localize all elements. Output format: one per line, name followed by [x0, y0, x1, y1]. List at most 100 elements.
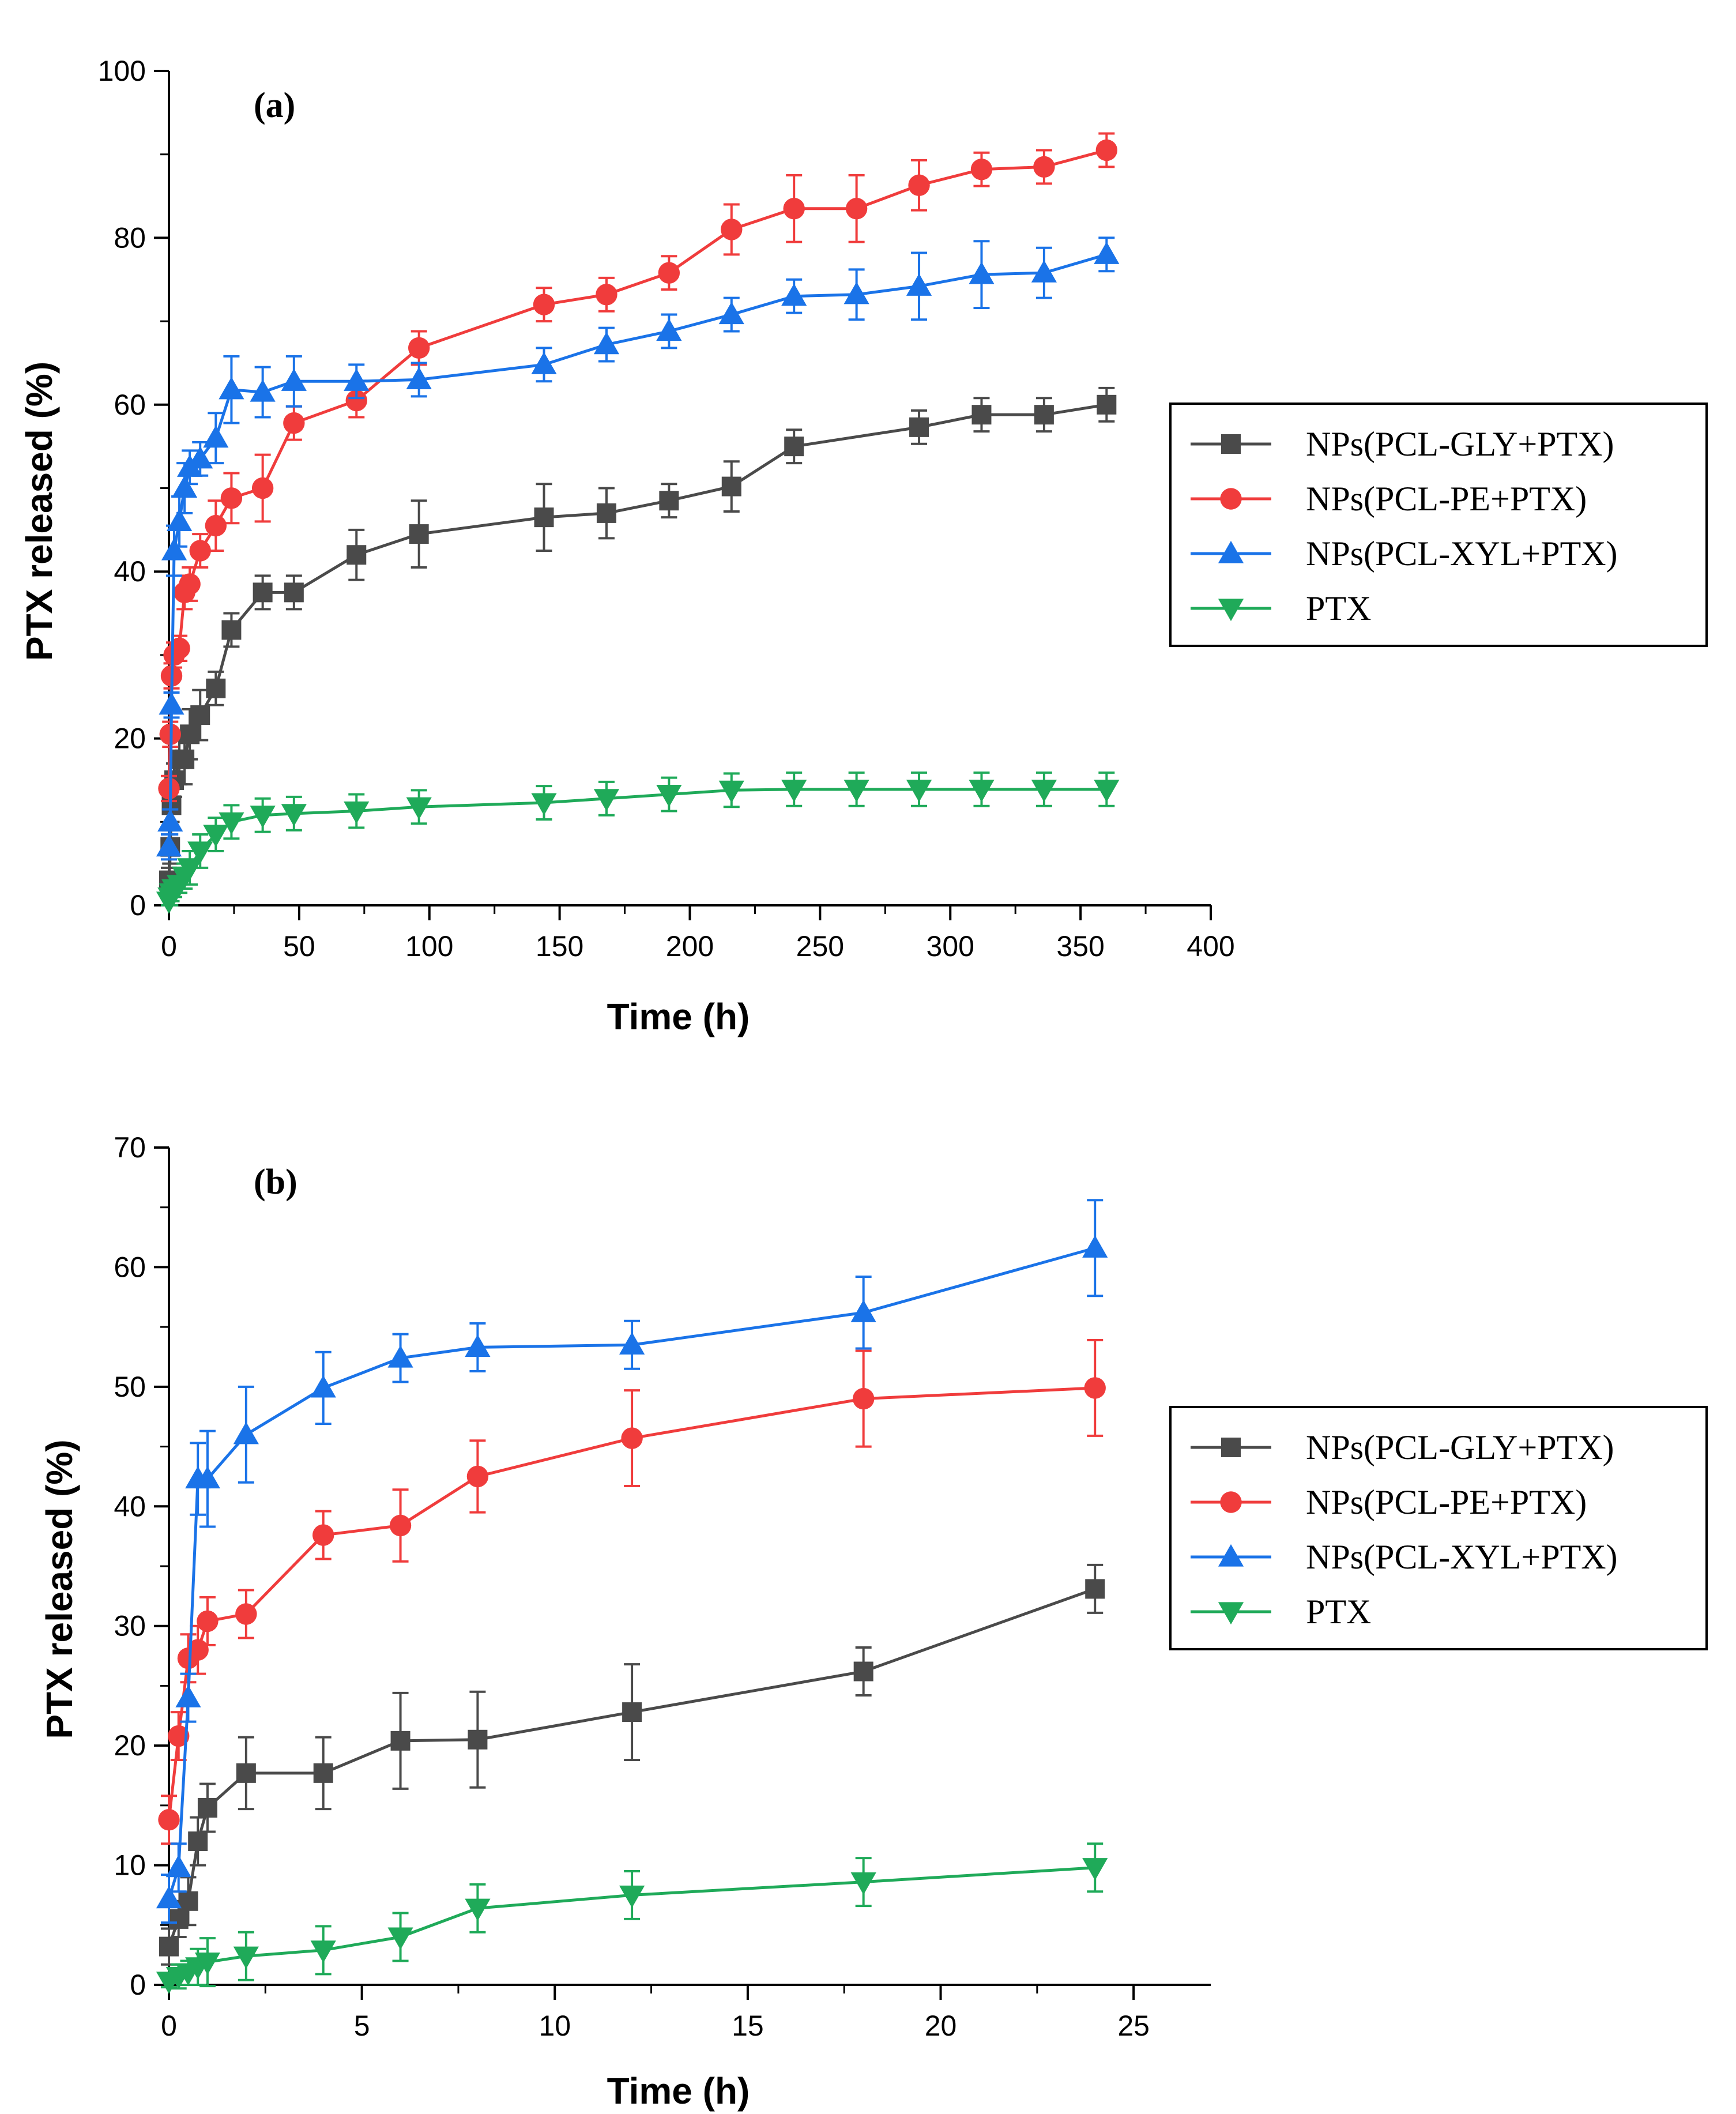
panel-a-series-nps-pcl-xyl-ptx-point	[656, 318, 682, 341]
panel-a-series-nps-pcl-xyl-ptx-point	[906, 273, 932, 296]
panel-b-legend-item-ptx-label: PTX	[1306, 1593, 1371, 1631]
panel-a-series-nps-pcl-gly-ptx-point	[190, 705, 210, 725]
panel-a-series-nps-pcl-xyl-ptx-point	[161, 537, 187, 561]
panel-a-legend-item-nps-pcl-gly-ptx-label: NPs(PCL-GLY+PTX)	[1306, 425, 1614, 463]
panel-a-series-nps-pcl-xyl-ptx-point	[172, 475, 198, 498]
panel-b-label: (b)	[254, 1163, 298, 1202]
panel-b-series-nps-pcl-xyl-ptx-point	[619, 1332, 645, 1355]
panel-a-series-nps-pcl-xyl-ptx	[156, 236, 1120, 861]
panel-a-series-nps-pcl-gly-ptx-point	[909, 417, 929, 437]
panel-a-series-ptx-point	[1031, 780, 1057, 802]
panel-a-series-nps-pcl-xyl-ptx-point	[781, 283, 807, 306]
panel-a-legend: NPs(PCL-GLY+PTX) NPs(PCL-PE+PTX) NPs(PCL-X…	[1169, 403, 1708, 647]
panel-a-x-tick-label: 250	[796, 930, 844, 962]
panel-a-y-tick-label: 100	[98, 55, 146, 87]
panel-b-series-nps-pcl-gly-ptx	[159, 1563, 1105, 1966]
panel-b-series-nps-pcl-xyl-ptx-point	[465, 1334, 491, 1357]
panel-b-legend-item-nps-pcl-pe-ptx-swatch-marker	[1220, 1491, 1242, 1513]
panel-a-series-ptx-line	[167, 788, 1107, 902]
panel-a-series-nps-pcl-xyl-ptx-point	[718, 302, 744, 325]
panel-a-x-tick-label: 150	[536, 930, 583, 962]
panel-b-series-ptx	[156, 1842, 1108, 1994]
panel-b-series-nps-pcl-gly-ptx-point	[178, 1891, 198, 1911]
panel-a-series-ptx-point	[250, 806, 276, 828]
panel-b-series-nps-pcl-gly-ptx-point	[168, 1909, 189, 1929]
panel-a-series-nps-pcl-pe-ptx-point	[179, 573, 201, 595]
panel-a-series-nps-pcl-gly-ptx	[159, 386, 1117, 894]
panel-b-x-tick-label: 0	[161, 2010, 177, 2042]
panel-a-x-tick-label: 400	[1187, 930, 1234, 962]
panel-a-series-ptx-point	[344, 801, 370, 824]
panel-a-legend-item-nps-pcl-xyl-ptx-swatch-marker	[1218, 540, 1244, 563]
panel-a-series-ptx-point	[219, 812, 244, 835]
panel-a-series-nps-pcl-gly-ptx-point	[221, 620, 242, 640]
panel-a-legend-item-ptx-swatch-marker	[1218, 599, 1244, 622]
panel-a-series-ptx-point	[969, 780, 995, 802]
panel-a-series-ptx-point	[906, 780, 932, 802]
panel-a-legend-item-nps-pcl-gly-ptx-swatch-marker	[1221, 434, 1241, 454]
panel-b-series-nps-pcl-xyl-ptx-point	[165, 1855, 191, 1878]
panel-b-x-tick-label: 20	[925, 2010, 957, 2042]
panel-a-x-tick-label: 50	[283, 930, 315, 962]
panel-a-legend-item-nps-pcl-pe-ptx-label: NPs(PCL-PE+PTX)	[1306, 480, 1587, 518]
panel-b-series-nps-pcl-pe-ptx-point	[168, 1725, 190, 1747]
panel-a-series-ptx-point	[281, 804, 307, 826]
panel-a-series-nps-pcl-pe-ptx-line	[167, 149, 1107, 789]
panel-a-label: (a)	[254, 86, 295, 125]
panel-a-series-nps-pcl-gly-ptx-point	[659, 491, 679, 511]
panel-b-series-nps-pcl-xyl-ptx-line	[167, 1246, 1095, 1899]
panel-b-series-nps-pcl-xyl-ptx-point	[850, 1300, 876, 1322]
panel-b-series-nps-pcl-gly-ptx-point	[313, 1763, 333, 1783]
panel-b-series-nps-pcl-xyl-ptx-point	[310, 1375, 336, 1398]
panel-b-series-nps-pcl-pe-ptx-point	[389, 1514, 412, 1537]
panel-b-series-nps-pcl-pe-ptx-point	[235, 1603, 257, 1625]
panel-a-legend-item-ptx-label: PTX	[1306, 589, 1371, 627]
panel-a-series-nps-pcl-gly-ptx-point	[596, 503, 616, 523]
panel-b-legend-item-nps-pcl-xyl-ptx-label: NPs(PCL-XYL+PTX)	[1306, 1538, 1618, 1576]
panel-a-series-nps-pcl-gly-ptx-point	[175, 749, 195, 769]
panel-a-series-nps-pcl-xyl-ptx-point	[1031, 260, 1057, 283]
panel-b-y-axis-title: PTX released (%)	[39, 1439, 80, 1739]
panel-b-x-tick-label: 25	[1117, 2010, 1150, 2042]
panel-a-x-axis-title: Time (h)	[607, 996, 750, 1037]
panel-a-y-axis-title: PTX released (%)	[18, 362, 60, 661]
panel-a-y-tick-label: 20	[114, 723, 146, 755]
panel-a-series-nps-pcl-gly-ptx-point	[253, 582, 273, 603]
panel-a-x-tick-label: 350	[1056, 930, 1104, 962]
panel-b-series-nps-pcl-gly-ptx-point	[236, 1763, 256, 1783]
panel-a-series-nps-pcl-gly-ptx-point	[180, 724, 200, 744]
panel-b-series-nps-pcl-pe-ptx-point	[197, 1610, 219, 1632]
panel-b-y-tick-label: 0	[130, 1969, 146, 2001]
panel-b-series-nps-pcl-xyl-ptx-point	[156, 1886, 182, 1909]
panel-b-legend-item-nps-pcl-xyl-ptx-swatch-marker	[1218, 1544, 1244, 1567]
panel-a-y-tick-label: 80	[114, 221, 146, 254]
panel-b-series-nps-pcl-gly-ptx-point	[197, 1798, 217, 1818]
panel-a-series-nps-pcl-gly-ptx-point	[1097, 394, 1117, 415]
panel-a-x-tick-label: 100	[405, 930, 453, 962]
panel-a-series-nps-pcl-pe-ptx-point	[1033, 156, 1055, 178]
panel-a-series-nps-pcl-xyl-ptx-line	[167, 253, 1108, 847]
panel-a-series-nps-pcl-gly-ptx-point	[971, 405, 992, 425]
panel-a-series-nps-pcl-pe-ptx-point	[283, 412, 305, 434]
panel-a-series-nps-pcl-pe-ptx-point	[205, 514, 227, 537]
panel-a-series-nps-pcl-pe-ptx-point	[251, 477, 274, 499]
panel-a-series-nps-pcl-xyl-ptx-point	[157, 809, 183, 832]
panel-a-series-nps-pcl-xyl-ptx-point	[531, 352, 557, 374]
panel-b-legend-item-nps-pcl-pe-ptx-label: NPs(PCL-PE+PTX)	[1306, 1483, 1587, 1521]
panel-b-y-tick-label: 10	[114, 1849, 146, 1882]
panel-a-series-nps-pcl-xyl-ptx-point	[250, 379, 276, 402]
panel-b: 0 10 20 30 40 50 60 70 0 5 10 15 20 25 Time (h) PTX rel…	[39, 1131, 1708, 2112]
panel-b-series-nps-pcl-gly-ptx-point	[188, 1831, 208, 1852]
panel-a-series-nps-pcl-xyl-ptx-point	[159, 692, 184, 715]
panel-a-series-nps-pcl-gly-ptx-point	[1034, 405, 1054, 425]
panel-a-x-tick-label: 300	[927, 930, 974, 962]
panel-b-series-nps-pcl-gly-ptx-point	[468, 1729, 488, 1750]
panel-b-series-nps-pcl-xyl-ptx-point	[175, 1685, 201, 1707]
panel-a-series-nps-pcl-pe-ptx-point	[721, 219, 743, 240]
panel-a-x-tick-label: 0	[161, 930, 177, 962]
panel-a-series-nps-pcl-gly-ptx-point	[206, 678, 226, 698]
panel-a-series-nps-pcl-xyl-ptx-point	[156, 834, 182, 857]
panel-a-series-nps-pcl-gly-ptx-point	[784, 437, 804, 457]
panel-a-series-ptx-point	[781, 780, 807, 802]
panel-b-series-nps-pcl-pe-ptx	[158, 1338, 1106, 1845]
